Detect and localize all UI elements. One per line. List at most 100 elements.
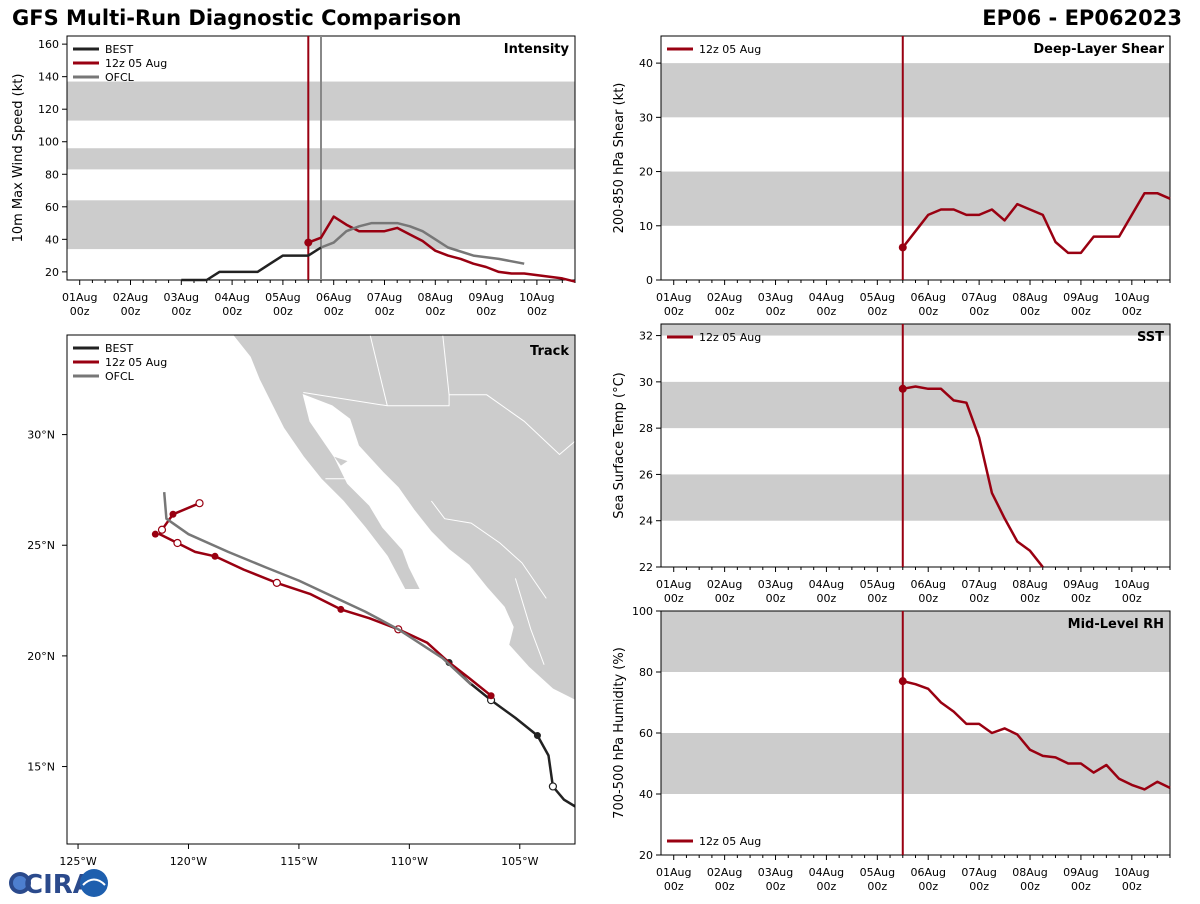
state-border — [303, 392, 575, 456]
x-tick-label: 05Aug — [860, 578, 895, 591]
y-axis-label: Sea Surface Temp (°C) — [612, 372, 627, 519]
legend-label: 12z 05 Aug — [699, 43, 761, 56]
series-line — [902, 385, 1044, 568]
land-mass — [227, 335, 575, 701]
x-tick-sublabel: 00z — [222, 305, 242, 318]
x-tick-label: 07Aug — [961, 866, 996, 879]
x-tick-label: 04Aug — [809, 866, 844, 879]
track-point-open — [157, 525, 167, 534]
track-point — [151, 530, 159, 538]
x-tick-sublabel: 00z — [324, 305, 344, 318]
y-tick-label: 20 — [639, 849, 653, 862]
panel-title: Intensity — [504, 42, 570, 57]
x-tick-label: 09Aug — [468, 291, 503, 304]
y-tick-label: 60 — [639, 727, 653, 740]
x-tick-sublabel: 00z — [527, 305, 547, 318]
threshold-band — [661, 733, 1170, 794]
legend-label: OFCL — [105, 71, 135, 84]
panel-rh: 2040608010001Aug00z02Aug00z03Aug00z04Aug… — [612, 605, 1171, 893]
x-tick-sublabel: 00z — [918, 592, 938, 605]
state-border — [431, 500, 547, 599]
y-tick-label: 26 — [639, 468, 653, 481]
y-tick-label: 80 — [639, 666, 653, 679]
x-tick-label: 08Aug — [1012, 578, 1047, 591]
series-line — [181, 246, 322, 282]
series-start-marker — [304, 238, 313, 247]
x-tick-sublabel: 00z — [1122, 880, 1142, 893]
x-tick-sublabel: 00z — [70, 305, 90, 318]
x-tick-sublabel: 00z — [273, 305, 293, 318]
x-tick-sublabel: 00z — [171, 305, 191, 318]
threshold-band — [661, 63, 1170, 118]
series-line — [901, 191, 1171, 255]
x-tick-sublabel: 00z — [817, 592, 837, 605]
x-tick-sublabel: 00z — [1071, 880, 1091, 893]
y-tick-label: 100 — [632, 605, 653, 618]
x-tick-label: 01Aug — [656, 866, 691, 879]
panel-track: 125°W 120°W 115°W 110°W 105°W 15°N 20°N 25°N 30°… — [27, 334, 576, 868]
x-tick-label: 06Aug — [910, 291, 945, 304]
x-tick-sublabel: 00z — [766, 305, 786, 318]
y-tick-label: 60 — [45, 201, 59, 214]
x-tick-label: 01Aug — [656, 291, 691, 304]
panel-intensity: 2040608010012014016001Aug00z02Aug00z03Au… — [11, 35, 576, 318]
x-tick-sublabel: 00z — [715, 592, 735, 605]
x-tick-sublabel: 00z — [1020, 305, 1040, 318]
x-tick-label: 03Aug — [758, 291, 793, 304]
y-tick-label: 40 — [639, 788, 653, 801]
track-point — [533, 732, 541, 740]
track-point — [169, 510, 177, 518]
x-tick-label: 09Aug — [1063, 866, 1098, 879]
y-tick-label: 100 — [38, 136, 59, 149]
lat-tick-label: 15°N — [27, 761, 55, 774]
lat-tick-label: 25°N — [27, 539, 55, 552]
lat-tick-label: 30°N — [27, 429, 55, 442]
x-tick-label: 03Aug — [758, 578, 793, 591]
threshold-band — [661, 324, 1170, 336]
panel-title: Mid-Level RH — [1068, 617, 1164, 632]
cloud-icon — [80, 869, 108, 897]
x-tick-label: 05Aug — [860, 866, 895, 879]
panel-sst: 22242628303201Aug00z02Aug00z03Aug00z04Au… — [612, 323, 1171, 605]
series-line — [320, 221, 525, 265]
y-tick-label: 80 — [45, 168, 59, 181]
x-tick-label: 10Aug — [519, 291, 554, 304]
track-point — [487, 692, 495, 700]
x-tick-label: 07Aug — [367, 291, 402, 304]
x-tick-sublabel: 00z — [918, 880, 938, 893]
x-tick-sublabel: 00z — [664, 592, 684, 605]
x-tick-sublabel: 00z — [121, 305, 141, 318]
y-tick-label: 0 — [646, 274, 653, 287]
x-tick-label: 08Aug — [418, 291, 453, 304]
x-tick-label: 06Aug — [316, 291, 351, 304]
island — [334, 456, 348, 466]
x-tick-sublabel: 00z — [375, 305, 395, 318]
lon-tick-label: 120°W — [170, 855, 207, 868]
panel-title: SST — [1137, 330, 1164, 345]
y-tick-label: 160 — [38, 38, 59, 51]
state-border — [369, 335, 388, 406]
x-tick-label: 09Aug — [1063, 291, 1098, 304]
legend-label: 12z 05 Aug — [105, 356, 167, 369]
x-tick-sublabel: 00z — [476, 305, 496, 318]
x-tick-label: 05Aug — [860, 291, 895, 304]
panel-title: Deep-Layer Shear — [1033, 42, 1164, 57]
legend-label: BEST — [105, 43, 133, 56]
x-tick-label: 02Aug — [707, 291, 742, 304]
legend-label: 12z 05 Aug — [105, 57, 167, 70]
x-tick-sublabel: 00z — [1122, 592, 1142, 605]
x-tick-sublabel: 00z — [817, 305, 837, 318]
x-tick-sublabel: 00z — [664, 305, 684, 318]
lat-tick-label: 20°N — [27, 650, 55, 663]
x-tick-sublabel: 00z — [1071, 305, 1091, 318]
x-tick-label: 06Aug — [910, 578, 945, 591]
threshold-band — [661, 611, 1170, 672]
x-tick-sublabel: 00z — [766, 592, 786, 605]
x-tick-sublabel: 00z — [867, 305, 887, 318]
x-tick-label: 02Aug — [707, 866, 742, 879]
series-line — [902, 679, 1171, 791]
x-tick-label: 01Aug — [656, 578, 691, 591]
lon-tick-label: 110°W — [391, 855, 428, 868]
page-title: GFS Multi-Run Diagnostic Comparison — [12, 6, 462, 30]
